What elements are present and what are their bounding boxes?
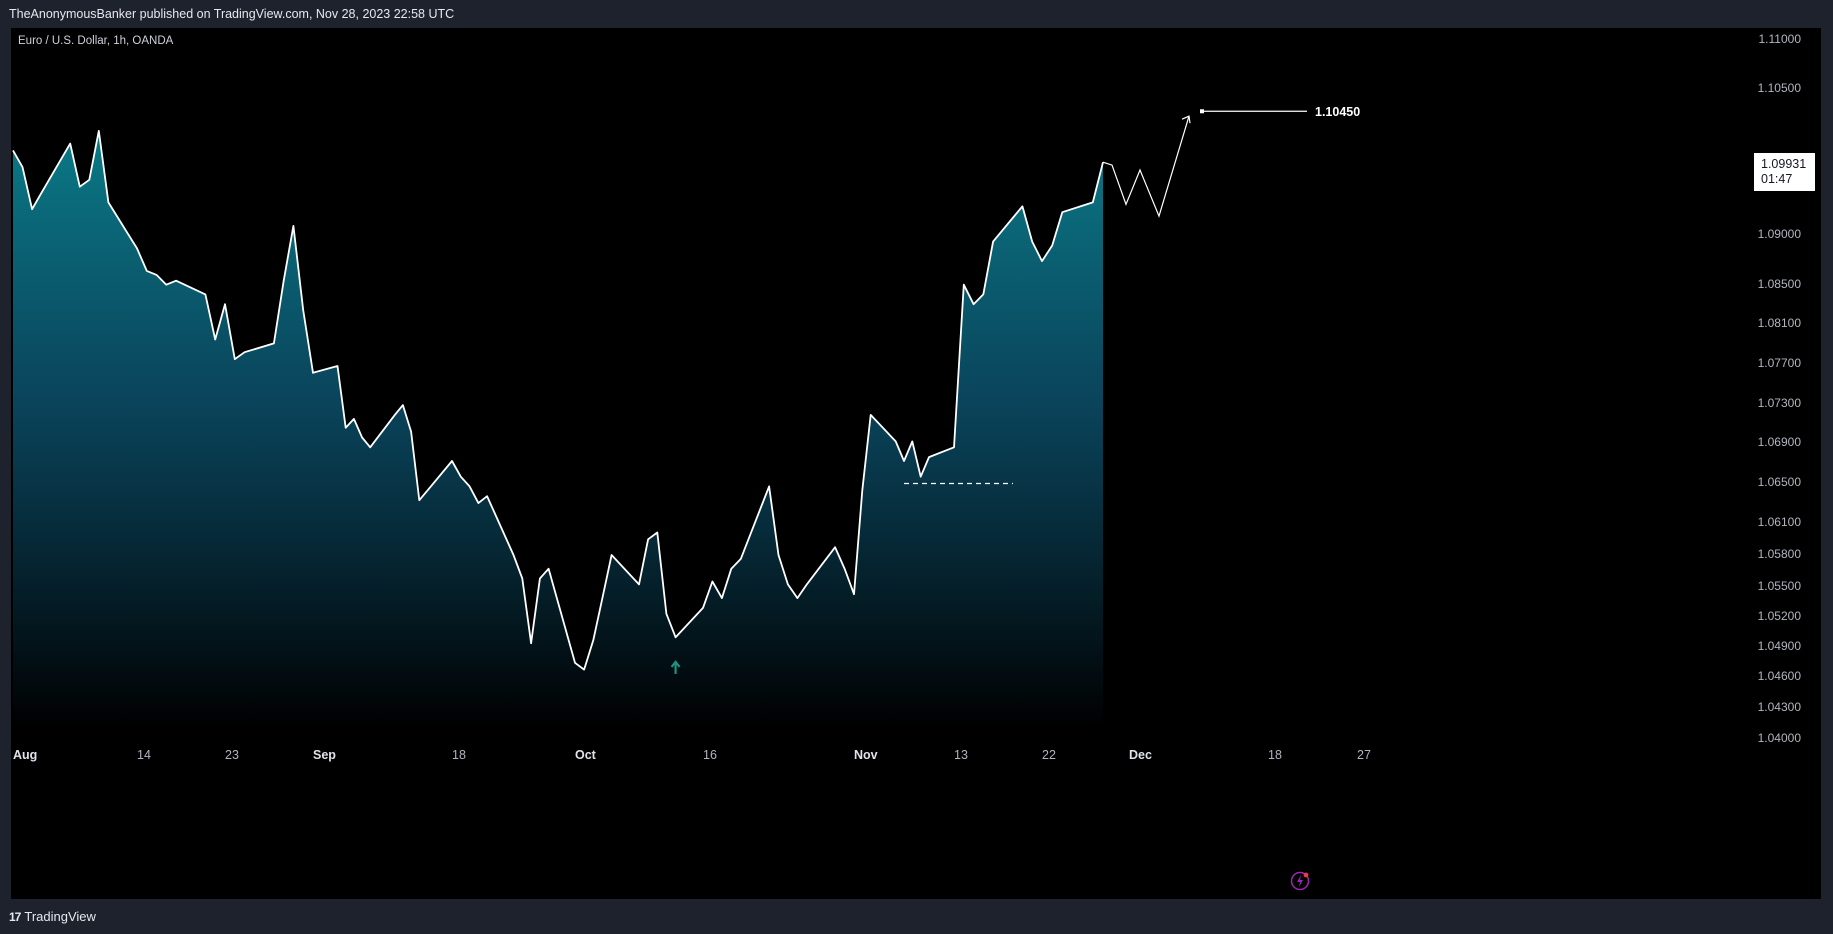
tradingview-brand: TradingView <box>24 909 96 924</box>
y-tick-label: 1.07300 <box>1758 396 1802 410</box>
price-area-layer <box>13 130 1103 728</box>
time-axis: Aug 14 23 Sep 18 Oct 16 Nov 13 22 Dec 18 27 <box>13 748 1371 762</box>
price-line <box>12 130 1104 671</box>
y-tick-label: 1.08100 <box>1758 316 1802 330</box>
x-tick-label: Aug <box>13 748 37 762</box>
y-tick-label: 1.04300 <box>1758 700 1802 714</box>
x-tick-label: 18 <box>452 748 466 762</box>
price-chart[interactable]: 1.10450 1.110001.105001.095001.090001.08… <box>11 28 1821 899</box>
y-tick-label: 1.04900 <box>1758 639 1802 653</box>
y-tick-label: 1.05800 <box>1758 547 1802 561</box>
y-tick-label: 1.11000 <box>1759 32 1802 46</box>
chart-pane[interactable]: 1.10450 1.110001.105001.095001.090001.08… <box>11 28 1821 899</box>
x-tick-label: Nov <box>854 748 878 762</box>
x-tick-label: 23 <box>225 748 239 762</box>
publish-header: TheAnonymousBanker published on TradingV… <box>0 0 1833 28</box>
publish-text: TheAnonymousBanker published on TradingV… <box>9 7 455 21</box>
x-tick-label: Sep <box>313 748 336 762</box>
target-label: 1.10450 <box>1315 105 1360 119</box>
tradingview-logo[interactable]: 17 TradingView <box>9 909 96 924</box>
y-tick-label: 1.07700 <box>1758 356 1802 370</box>
y-tick-label: 1.08500 <box>1758 277 1802 291</box>
price-area <box>13 130 1103 728</box>
tradingview-logo-icon: 17 <box>9 909 21 924</box>
price-axis: 1.110001.105001.095001.090001.085001.081… <box>1758 32 1802 745</box>
x-tick-label: 22 <box>1042 748 1056 762</box>
x-tick-label: 27 <box>1357 748 1371 762</box>
lightning-icon[interactable] <box>1290 871 1310 891</box>
x-tick-label: Oct <box>575 748 597 762</box>
x-tick-label: 18 <box>1268 748 1282 762</box>
x-tick-label: 13 <box>954 748 968 762</box>
bar-countdown: 01:47 <box>1761 172 1793 186</box>
symbol-info: Euro / U.S. Dollar, 1h, OANDA <box>18 35 174 47</box>
y-tick-label: 1.10500 <box>1758 81 1802 95</box>
y-tick-label: 1.06500 <box>1758 475 1802 489</box>
y-tick-label: 1.04000 <box>1758 731 1802 745</box>
current-price-value: 1.09931 <box>1761 157 1807 171</box>
x-tick-label: 14 <box>137 748 151 762</box>
y-tick-label: 1.06900 <box>1758 435 1802 449</box>
y-tick-label: 1.05200 <box>1758 609 1802 623</box>
x-tick-label: 16 <box>703 748 717 762</box>
y-tick-label: 1.09000 <box>1758 227 1802 241</box>
drawing-layer: 1.10450 <box>670 105 1360 674</box>
target-handle <box>1200 109 1204 114</box>
up-arrow-icon <box>670 660 681 674</box>
x-tick-label: Dec <box>1129 748 1152 762</box>
projection-arrowhead <box>1181 115 1191 124</box>
price-line-layer <box>12 130 1104 671</box>
projection-path <box>1102 116 1190 218</box>
footer: 17 TradingView <box>0 899 1833 934</box>
current-price-tag: 1.09931 01:47 <box>1754 153 1815 191</box>
y-tick-label: 1.05500 <box>1758 579 1802 593</box>
y-tick-label: 1.06100 <box>1758 515 1802 529</box>
y-tick-label: 1.04600 <box>1758 669 1802 683</box>
